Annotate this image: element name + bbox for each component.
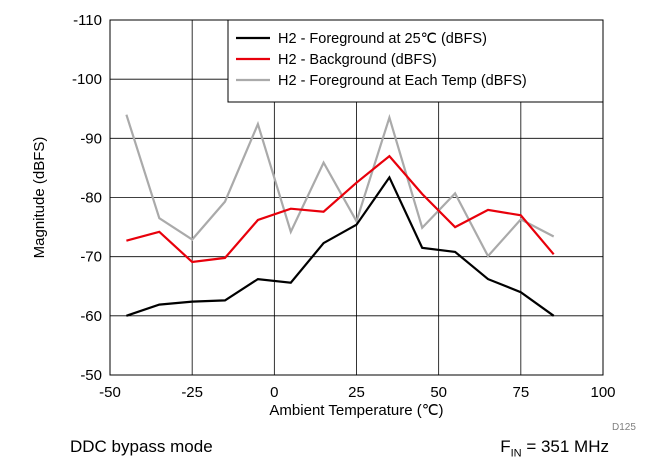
legend-label-foreground-each-temp: H2 - Foreground at Each Temp (dBFS) xyxy=(278,73,527,89)
caption-fin-symbol: F xyxy=(500,437,511,456)
series-line-background xyxy=(126,154,555,264)
x-tick-label: -25 xyxy=(181,384,203,401)
caption-mode: DDC bypass mode xyxy=(70,437,213,456)
legend: H2 - Foreground at 25℃ (dBFS) H2 - Backgr… xyxy=(227,19,604,103)
legend-label-foreground-25c: H2 - Foreground at 25℃ (dBFS) xyxy=(278,31,487,47)
x-tick-label: -50 xyxy=(99,384,121,401)
legend-box xyxy=(227,19,604,103)
x-tick-label: 100 xyxy=(590,384,615,401)
y-tick-label: -90 xyxy=(80,130,102,147)
y-axis-title: Magnitude (dBFS) xyxy=(31,137,48,259)
figure-id: D125 xyxy=(612,422,636,433)
x-tick-label: 25 xyxy=(348,384,365,401)
y-tick-label: -50 xyxy=(80,367,102,384)
y-tick-label: -110 xyxy=(73,12,102,29)
series-line-foreground-each-temp xyxy=(125,113,555,259)
y-tick-label: -70 xyxy=(80,249,102,266)
x-tick-label: 50 xyxy=(430,384,447,401)
y-tick-label: -100 xyxy=(72,71,102,88)
caption-fin-value: = 351 MHz xyxy=(521,437,609,456)
x-axis-title: Ambient Temperature (℃) xyxy=(269,402,443,419)
x-tick-labels: -50 -25 0 25 50 75 100 xyxy=(99,384,615,401)
series-lines xyxy=(125,113,555,317)
y-tick-labels: -110 -100 -90 -80 -70 -60 -50 xyxy=(72,12,102,384)
caption-input-frequency: FIN = 351 MHz xyxy=(500,437,609,459)
y-tick-label: -60 xyxy=(80,308,102,325)
y-tick-label: -80 xyxy=(80,190,102,207)
legend-label-background: H2 - Background (dBFS) xyxy=(278,52,437,68)
caption-fin-subscript: IN xyxy=(510,447,522,460)
x-tick-label: 75 xyxy=(512,384,529,401)
x-tick-label: 0 xyxy=(270,384,278,401)
series-line-foreground-25c xyxy=(126,175,555,317)
